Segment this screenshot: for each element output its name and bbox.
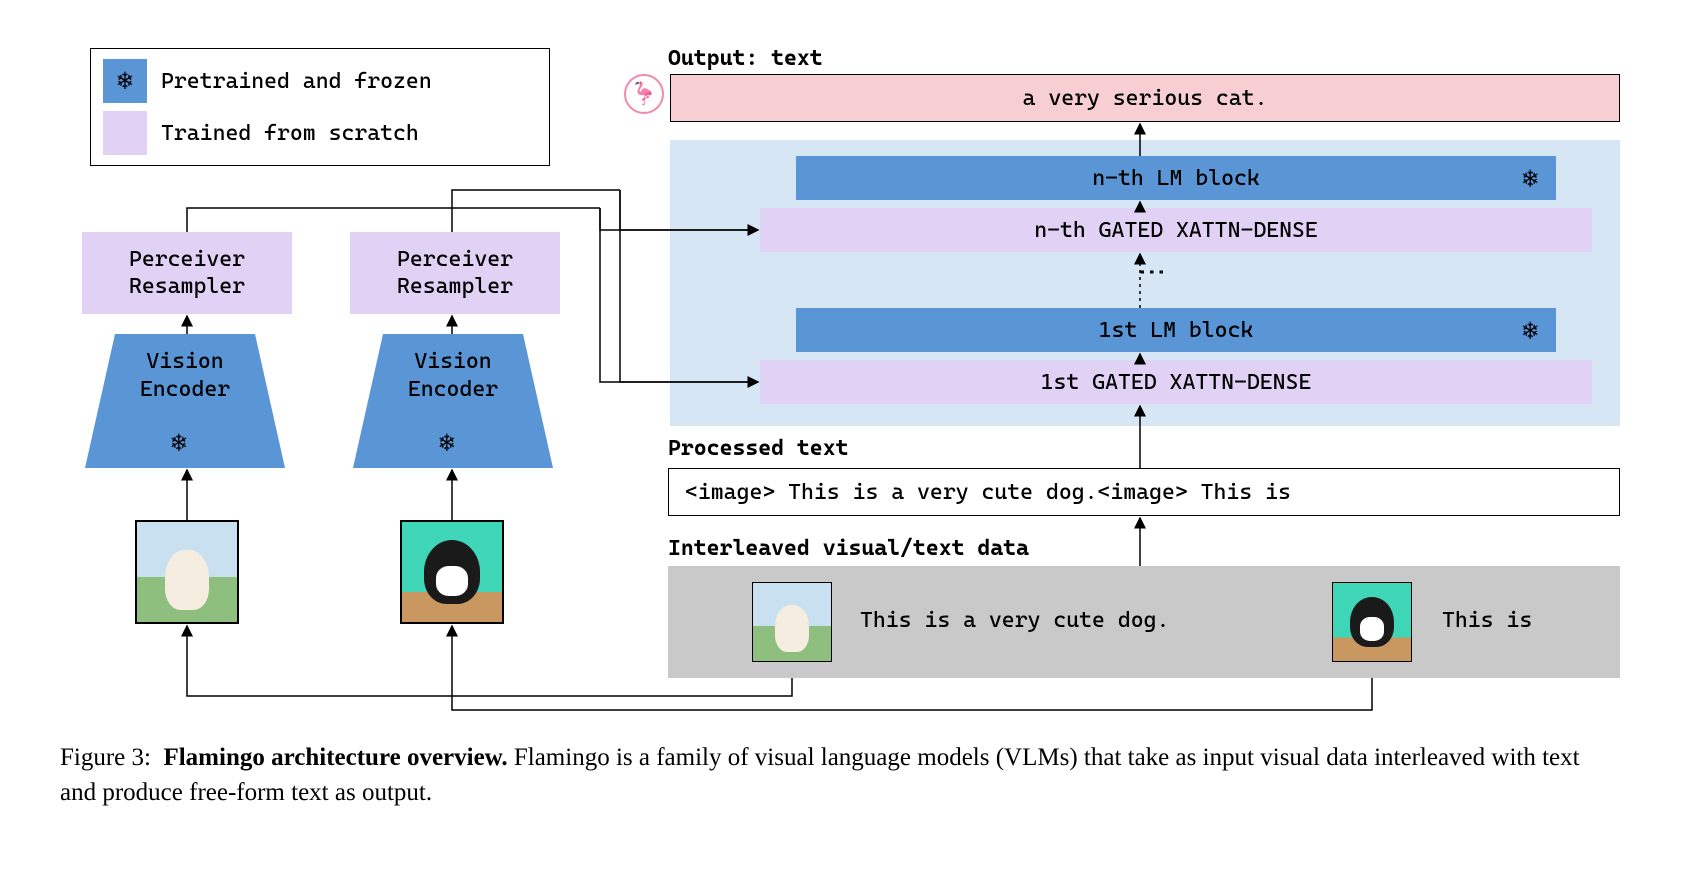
legend-trained-swatch (103, 111, 147, 155)
processed-text-box: <image> This is a very cute dog.<image> … (668, 468, 1620, 516)
legend-trained-label: Trained from scratch (161, 121, 419, 146)
legend-box: ❄ Pretrained and frozen Trained from scr… (90, 48, 550, 166)
figure-caption: Figure 3: Flamingo architecture overview… (60, 740, 1620, 810)
processed-text-label: Processed text (668, 436, 848, 461)
interleaved-label: Interleaved visual/text data (668, 536, 1029, 561)
vision-encoder-1-label: Vision Encoder (85, 334, 285, 403)
snowflake-icon: ❄ (1522, 316, 1538, 346)
lm-block-1st: 1st LM block ❄ (796, 308, 1556, 352)
perceiver-resampler-2: Perceiver Resampler (350, 232, 560, 314)
legend-frozen-label: Pretrained and frozen (161, 69, 432, 94)
input-image-cat (400, 520, 504, 624)
legend-frozen-row: ❄ Pretrained and frozen (101, 55, 539, 107)
processed-text: <image> This is a very cute dog.<image> … (685, 480, 1291, 505)
snowflake-icon: ❄ (1522, 164, 1538, 194)
xattn-block-nth-label: n-th GATED XATTN-DENSE (1034, 218, 1318, 243)
lm-block-nth: n-th LM block ❄ (796, 156, 1556, 200)
interleaved-text-2: This is (1442, 608, 1532, 633)
lm-block-nth-label: n-th LM block (1092, 166, 1260, 191)
output-text-box: a very serious cat. (670, 74, 1620, 122)
flamingo-icon: 🦩 (624, 74, 664, 114)
legend-trained-row: Trained from scratch (101, 107, 539, 159)
xattn-block-nth: n-th GATED XATTN-DENSE (760, 208, 1592, 252)
interleaved-image-dog (752, 582, 832, 662)
diagram-canvas: ❄ Pretrained and frozen Trained from scr… (60, 30, 1620, 790)
xattn-block-1st: 1st GATED XATTN-DENSE (760, 360, 1592, 404)
output-label: Output: text (668, 46, 823, 71)
vision-encoder-2: Vision Encoder ❄ (353, 334, 553, 468)
lm-block-1st-label: 1st LM block (1099, 318, 1254, 343)
interleaved-image-cat (1332, 582, 1412, 662)
vertical-ellipsis: ⋮ (1136, 258, 1169, 288)
vision-encoder-2-label: Vision Encoder (353, 334, 553, 403)
vision-encoder-1: Vision Encoder ❄ (85, 334, 285, 468)
caption-title: Flamingo architecture overview. (163, 744, 507, 771)
output-text: a very serious cat. (1023, 86, 1268, 111)
xattn-block-1st-label: 1st GATED XATTN-DENSE (1041, 370, 1312, 395)
legend-frozen-swatch: ❄ (103, 59, 147, 103)
input-image-dog (135, 520, 239, 624)
interleaved-text-1: This is a very cute dog. (860, 608, 1169, 633)
snowflake-icon: ❄ (171, 428, 187, 458)
snowflake-icon: ❄ (439, 428, 455, 458)
snowflake-icon: ❄ (117, 66, 133, 96)
caption-fig-label: Figure 3: (60, 744, 151, 771)
perceiver-resampler-1: Perceiver Resampler (82, 232, 292, 314)
